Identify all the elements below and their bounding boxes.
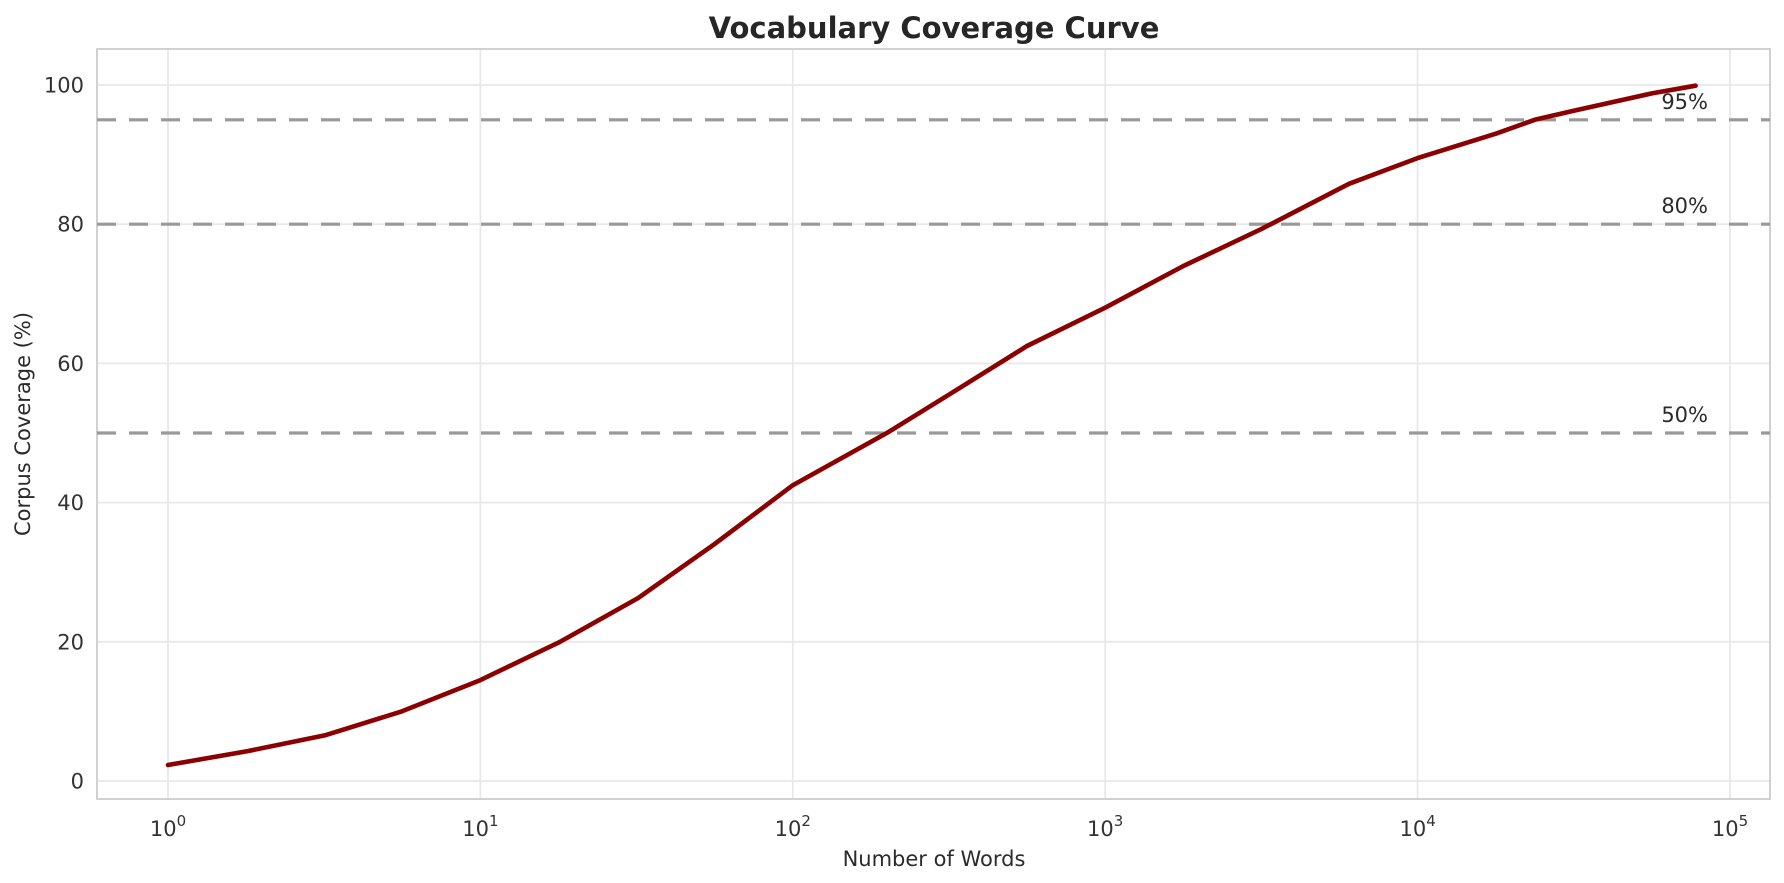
reference-line-label-80: 80% bbox=[1661, 194, 1708, 218]
x-axis-label: Number of Words bbox=[843, 847, 1026, 871]
reference-line-label-50: 50% bbox=[1661, 403, 1708, 427]
x-tick-label-10e1: 101 bbox=[462, 812, 498, 841]
y-tick-label-80: 80 bbox=[57, 213, 84, 237]
y-tick-label-40: 40 bbox=[57, 491, 84, 515]
y-tick-label-0: 0 bbox=[71, 770, 84, 794]
reference-lines-layer: 95% 80% 50% bbox=[97, 90, 1770, 435]
curve-layer bbox=[165, 83, 1698, 768]
y-axis-label: Corpus Coverage (%) bbox=[11, 312, 35, 536]
coverage-curve bbox=[165, 83, 1698, 768]
reference-line-label-95: 95% bbox=[1661, 90, 1708, 114]
x-tick-label-10e4: 104 bbox=[1399, 812, 1435, 841]
chart-title: Vocabulary Coverage Curve bbox=[709, 11, 1160, 45]
spine-layer bbox=[96, 48, 1771, 800]
y-tick-label-20: 20 bbox=[57, 630, 84, 654]
x-tick-label-10e5: 105 bbox=[1712, 812, 1748, 841]
y-tick-label-100: 100 bbox=[44, 74, 84, 98]
tick-labels-layer: 0 20 40 60 80 100 100 101 102 103 104 105 bbox=[44, 74, 1748, 842]
x-tick-label-10e3: 103 bbox=[1087, 812, 1123, 841]
plot-frame bbox=[96, 48, 1771, 800]
grid-layer bbox=[97, 49, 1770, 799]
y-tick-label-60: 60 bbox=[57, 352, 84, 376]
x-tick-label-10e2: 102 bbox=[775, 812, 811, 841]
x-tick-label-10e0: 100 bbox=[150, 812, 186, 841]
